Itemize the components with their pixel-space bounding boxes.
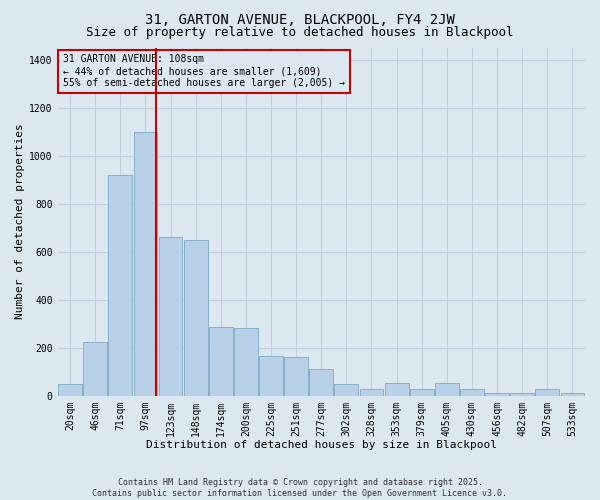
Bar	[510, 394, 534, 396]
Text: Contains HM Land Registry data © Crown copyright and database right 2025.
Contai: Contains HM Land Registry data © Crown c…	[92, 478, 508, 498]
Bar	[209, 328, 233, 396]
Text: 31 GARTON AVENUE: 108sqm
← 44% of detached houses are smaller (1,609)
55% of sem: 31 GARTON AVENUE: 108sqm ← 44% of detach…	[63, 54, 345, 88]
Bar	[535, 388, 559, 396]
Text: 31, GARTON AVENUE, BLACKPOOL, FY4 2JW: 31, GARTON AVENUE, BLACKPOOL, FY4 2JW	[145, 12, 455, 26]
Bar	[158, 237, 182, 396]
Text: Size of property relative to detached houses in Blackpool: Size of property relative to detached ho…	[86, 26, 514, 39]
Bar	[460, 388, 484, 396]
Bar	[310, 370, 333, 396]
Bar	[485, 394, 509, 396]
Bar	[410, 388, 434, 396]
Bar	[359, 388, 383, 396]
Bar	[385, 382, 409, 396]
Bar	[184, 240, 208, 396]
Bar	[259, 356, 283, 396]
Bar	[109, 175, 132, 396]
Bar	[560, 394, 584, 396]
Bar	[234, 328, 258, 396]
Y-axis label: Number of detached properties: Number of detached properties	[15, 124, 25, 320]
Bar	[83, 342, 107, 396]
Bar	[284, 358, 308, 396]
Bar	[334, 384, 358, 396]
Bar	[58, 384, 82, 396]
Bar	[435, 382, 459, 396]
X-axis label: Distribution of detached houses by size in Blackpool: Distribution of detached houses by size …	[146, 440, 497, 450]
Bar	[134, 132, 157, 396]
